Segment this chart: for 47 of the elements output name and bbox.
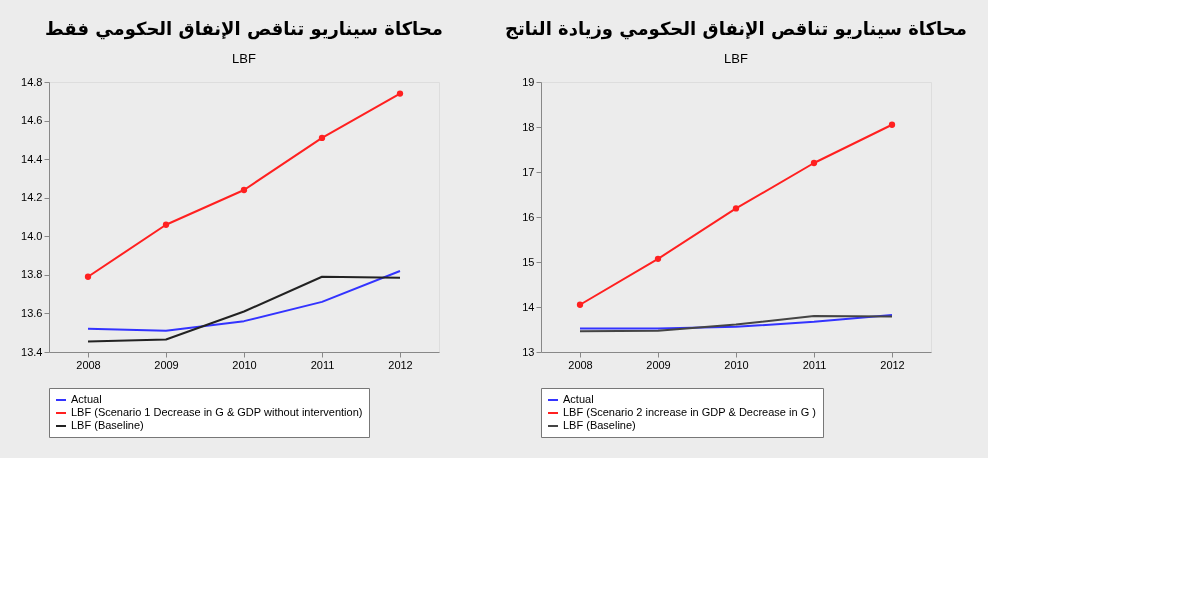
legend-label: LBF (Scenario 2 increase in GDP & Decrease in G ) xyxy=(563,406,816,418)
y-tick-label: 17 xyxy=(522,165,535,178)
y-tick-label: 19 xyxy=(522,75,535,88)
x-tick-label: 2012 xyxy=(880,358,905,371)
x-tick-label: 2011 xyxy=(310,358,335,371)
point xyxy=(162,221,170,228)
x-tick-label: 2010 xyxy=(232,358,257,371)
y-tick-label: 18 xyxy=(522,120,535,133)
point xyxy=(84,273,92,280)
chart-subtitle: LBF xyxy=(724,51,748,66)
y-tick-label: 14 xyxy=(522,300,535,313)
point xyxy=(240,186,248,194)
y-tick-label: 16 xyxy=(522,210,535,223)
y-tick-label: 14.6 xyxy=(21,114,43,127)
point xyxy=(732,205,740,212)
y-tick-label: 13 xyxy=(522,345,535,358)
x-tick-label: 2009 xyxy=(646,358,671,371)
point xyxy=(318,134,326,142)
x-tick-label: 2009 xyxy=(154,358,179,371)
y-tick-label: 14.8 xyxy=(21,75,43,88)
x-tick-label: 2010 xyxy=(724,358,749,371)
y-tick-label: 14.0 xyxy=(21,229,43,242)
x-tick-label: 2011 xyxy=(802,358,827,371)
x-tick-label: 2008 xyxy=(76,358,101,371)
line-series xyxy=(87,270,401,332)
chart-subtitle: LBF xyxy=(232,51,256,66)
chart-title: محاكاة سيناريو تناقص الإنفاق الحكومي وزيادة الناتج xyxy=(505,18,967,40)
x-tick-label: 2012 xyxy=(388,358,413,371)
point xyxy=(888,121,896,128)
legend-label: LBF (Baseline) xyxy=(71,419,144,431)
point xyxy=(576,301,584,308)
point xyxy=(396,90,404,97)
y-tick-label: 14.2 xyxy=(21,191,43,204)
y-tick-label: 14.4 xyxy=(21,152,43,165)
point xyxy=(654,255,662,263)
y-tick-label: 13.6 xyxy=(21,306,43,319)
y-tick-label: 13.8 xyxy=(21,268,43,281)
y-tick-label: 13.4 xyxy=(21,345,43,358)
legend-label: LBF (Baseline) xyxy=(563,419,636,431)
line-series xyxy=(87,275,401,343)
legend-label: Actual xyxy=(563,393,594,405)
legend-label: Actual xyxy=(71,393,102,405)
legend-label: LBF (Scenario 1 Decrease in G & GDP without intervention) xyxy=(71,406,363,418)
x-tick-label: 2008 xyxy=(568,358,593,371)
point xyxy=(810,159,818,167)
y-tick-label: 15 xyxy=(522,255,535,268)
chart-title: محاكاة سيناريو تناقص الإنفاق الحكومي فقط xyxy=(45,18,443,40)
